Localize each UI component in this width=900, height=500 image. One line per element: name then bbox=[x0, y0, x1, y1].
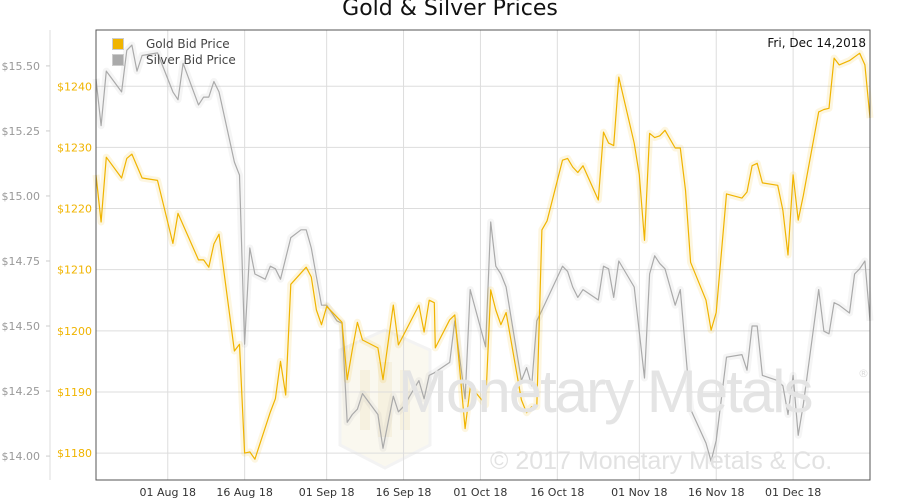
x-tick-label: 01 Aug 18 bbox=[140, 486, 196, 499]
registered-mark: ® bbox=[858, 367, 869, 380]
x-tick-label: 01 Sep 18 bbox=[299, 486, 355, 499]
silver-price-line bbox=[95, 44, 871, 462]
gold-tick-label: $1220 bbox=[57, 203, 92, 216]
x-tick-label: 16 Nov 18 bbox=[688, 486, 744, 499]
gold-tick-label: $1200 bbox=[57, 325, 92, 338]
silver-tick-label: $14.00 bbox=[2, 450, 41, 463]
gold-price-line bbox=[95, 52, 871, 460]
chart-title: Gold & Silver Prices bbox=[342, 0, 558, 21]
silver-tick-label: $14.50 bbox=[2, 320, 41, 333]
legend-label: Gold Bid Price bbox=[146, 37, 230, 51]
gold-tick-label: $1190 bbox=[57, 386, 92, 399]
gold-tick-label: $1180 bbox=[57, 447, 92, 460]
x-tick-label: 01 Dec 18 bbox=[765, 486, 821, 499]
silver-tick-label: $14.25 bbox=[2, 385, 41, 398]
gold-tick-label: $1210 bbox=[57, 264, 92, 277]
watermark-text: Monetary Metals bbox=[398, 358, 813, 425]
copyright-text: © 2017 Monetary Metals & Co. bbox=[490, 447, 833, 475]
x-tick-label: 16 Aug 18 bbox=[216, 486, 272, 499]
silver-swatch-icon bbox=[112, 54, 124, 66]
gold-tick-label: $1230 bbox=[57, 141, 92, 154]
silver-tick-label: $15.00 bbox=[2, 190, 41, 203]
silver-tick-label: $15.25 bbox=[2, 125, 41, 138]
gold-swatch-icon bbox=[112, 38, 124, 50]
silver-tick-label: $14.75 bbox=[2, 255, 41, 268]
watermark-logo-icon bbox=[338, 328, 432, 470]
gold-tick-label: $1240 bbox=[57, 80, 92, 93]
x-tick-label: 16 Oct 18 bbox=[530, 486, 584, 499]
date-label: Fri, Dec 14,2018 bbox=[767, 36, 866, 50]
legend-item-silver[interactable]: Silver Bid Price bbox=[112, 52, 236, 68]
silver-tick-label: $15.50 bbox=[2, 60, 41, 73]
legend-label: Silver Bid Price bbox=[146, 53, 236, 67]
plot-frame bbox=[95, 29, 871, 481]
x-tick-label: 01 Oct 18 bbox=[453, 486, 507, 499]
legend: Gold Bid Price Silver Bid Price bbox=[112, 36, 236, 68]
x-tick-label: 16 Sep 18 bbox=[376, 486, 432, 499]
legend-item-gold[interactable]: Gold Bid Price bbox=[112, 36, 236, 52]
x-tick-label: 01 Nov 18 bbox=[611, 486, 667, 499]
